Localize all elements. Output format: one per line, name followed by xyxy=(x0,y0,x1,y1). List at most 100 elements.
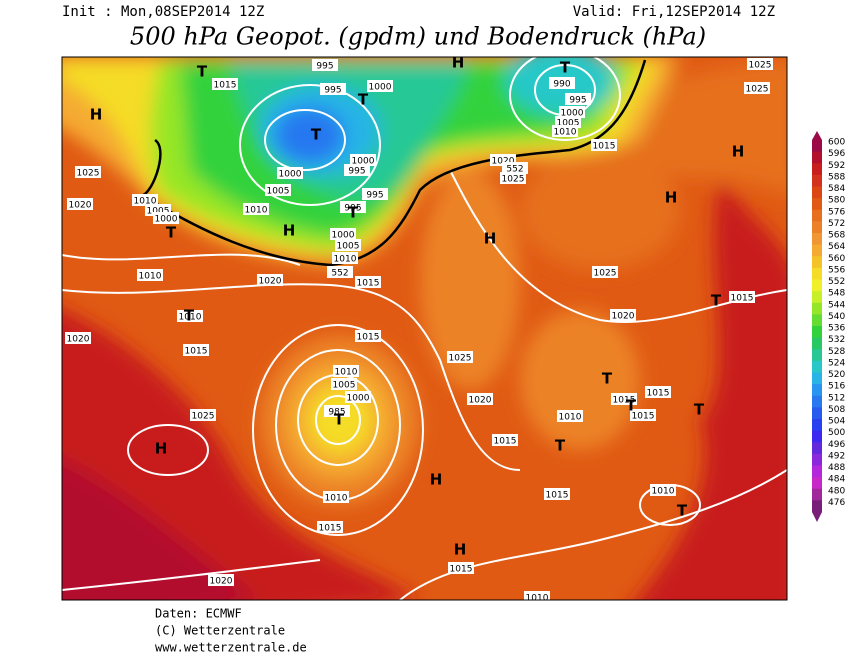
label-text: 1015 xyxy=(731,294,754,304)
pressure-label: 1015 xyxy=(355,276,381,289)
label-box xyxy=(65,332,91,344)
label-box xyxy=(330,228,356,240)
footer-line: www.wetterzentrale.de xyxy=(155,641,307,655)
label-text: 1015 xyxy=(494,437,517,447)
center-marker: T xyxy=(602,370,613,388)
label-text: 1005 xyxy=(333,381,356,391)
colorbar-swatch xyxy=(812,186,822,199)
label-text: 995 xyxy=(348,167,365,177)
center-marker: H xyxy=(452,54,465,72)
pressure-label: 1010 xyxy=(132,194,158,207)
valid-time: Valid: Fri,12SEP2014 12Z xyxy=(573,4,775,20)
label-text: 1000 xyxy=(369,83,392,93)
label-text: 552 xyxy=(506,165,523,175)
label-text: 1010 xyxy=(325,494,348,504)
colorbar-bottom-arrow xyxy=(812,512,822,522)
label-text: 995 xyxy=(316,62,333,72)
center-marker: T xyxy=(184,307,195,325)
label-box xyxy=(312,59,338,71)
colorbar-label: 564 xyxy=(828,242,845,252)
label-text: 1015 xyxy=(632,412,655,422)
colorbar-swatch xyxy=(812,244,822,257)
colorbar-top-arrow xyxy=(812,131,822,140)
pressure-label: 995 xyxy=(362,188,388,201)
label-text: 1025 xyxy=(749,61,772,71)
label-box xyxy=(183,344,209,356)
pressure-label: 995 xyxy=(320,83,346,96)
label-box xyxy=(492,434,518,446)
footer-line: Daten: ECMWF xyxy=(155,607,242,621)
colorbar-swatch xyxy=(812,430,822,443)
label-text: 1015 xyxy=(546,491,569,501)
colorbar-label: 560 xyxy=(828,254,845,264)
label-box xyxy=(177,310,203,322)
label-text: 1025 xyxy=(449,354,472,364)
colorbar-swatch xyxy=(812,453,822,466)
pressure-label: 1025 xyxy=(592,266,618,279)
label-text: 995 xyxy=(569,96,586,106)
pressure-label: 1000 xyxy=(350,154,376,167)
pressure-label: 995 xyxy=(340,201,366,214)
label-box xyxy=(355,276,381,288)
colorbar-swatch xyxy=(812,477,822,490)
label-box xyxy=(323,491,349,503)
pressure-label: 1005 xyxy=(265,184,291,197)
colorbar-swatch xyxy=(812,488,822,501)
pressure-label: 1000 xyxy=(330,228,356,241)
colorbar-swatch xyxy=(812,384,822,397)
label-box xyxy=(559,106,585,118)
pressure-label: 1015 xyxy=(591,139,617,152)
colorbar-swatch xyxy=(812,349,822,362)
pressure-label: 1025 xyxy=(744,82,770,95)
label-text: 1015 xyxy=(357,279,380,289)
label-text: 1005 xyxy=(557,119,580,129)
center-marker: H xyxy=(430,471,443,489)
label-box xyxy=(549,77,575,89)
label-text: 1020 xyxy=(492,157,515,167)
label-box xyxy=(265,184,291,196)
label-box xyxy=(243,203,269,215)
label-box xyxy=(502,162,528,174)
colorbar-swatch xyxy=(812,360,822,373)
center-marker: H xyxy=(90,106,103,124)
isobars xyxy=(62,57,787,600)
colorbar-label: 492 xyxy=(828,451,845,461)
label-box xyxy=(340,201,366,213)
colorbar-label: 572 xyxy=(828,219,845,229)
colorbar-swatch xyxy=(812,267,822,280)
label-text: 552 xyxy=(331,269,348,279)
pressure-label: 1010 xyxy=(650,484,676,497)
colorbar-swatch xyxy=(812,233,822,246)
label-text: 1010 xyxy=(652,487,675,497)
label-box xyxy=(317,521,343,533)
pressure-label: 1000 xyxy=(367,80,393,93)
colorbar-label: 568 xyxy=(828,231,845,241)
pressure-label: 990 xyxy=(549,77,575,90)
center-marker: H xyxy=(283,222,296,240)
colorbar-swatch xyxy=(812,465,822,478)
label-box xyxy=(335,239,361,251)
colorbar-swatch xyxy=(812,209,822,222)
colorbar-swatch xyxy=(812,337,822,350)
colorbar-swatch xyxy=(812,419,822,432)
center-marker: H xyxy=(484,230,497,248)
pressure-label: 1020 xyxy=(208,574,234,587)
colorbar-label: 548 xyxy=(828,289,845,299)
colorbar-label: 576 xyxy=(828,207,845,217)
pressure-label: 1010 xyxy=(243,203,269,216)
colorbar-swatch xyxy=(812,140,822,153)
center-marker: H xyxy=(155,440,168,458)
label-box xyxy=(610,309,636,321)
pressure-label: 1025 xyxy=(447,351,473,364)
pressure-label: 1015 xyxy=(183,344,209,357)
colorbar-label: 480 xyxy=(828,486,845,496)
label-box xyxy=(355,330,381,342)
pressure-label: 1015 xyxy=(645,386,671,399)
label-box xyxy=(524,591,550,600)
label-text: 1000 xyxy=(279,170,302,180)
label-text: 1015 xyxy=(613,396,636,406)
label-text: 1020 xyxy=(612,312,635,322)
pressure-label: 1025 xyxy=(500,172,526,185)
